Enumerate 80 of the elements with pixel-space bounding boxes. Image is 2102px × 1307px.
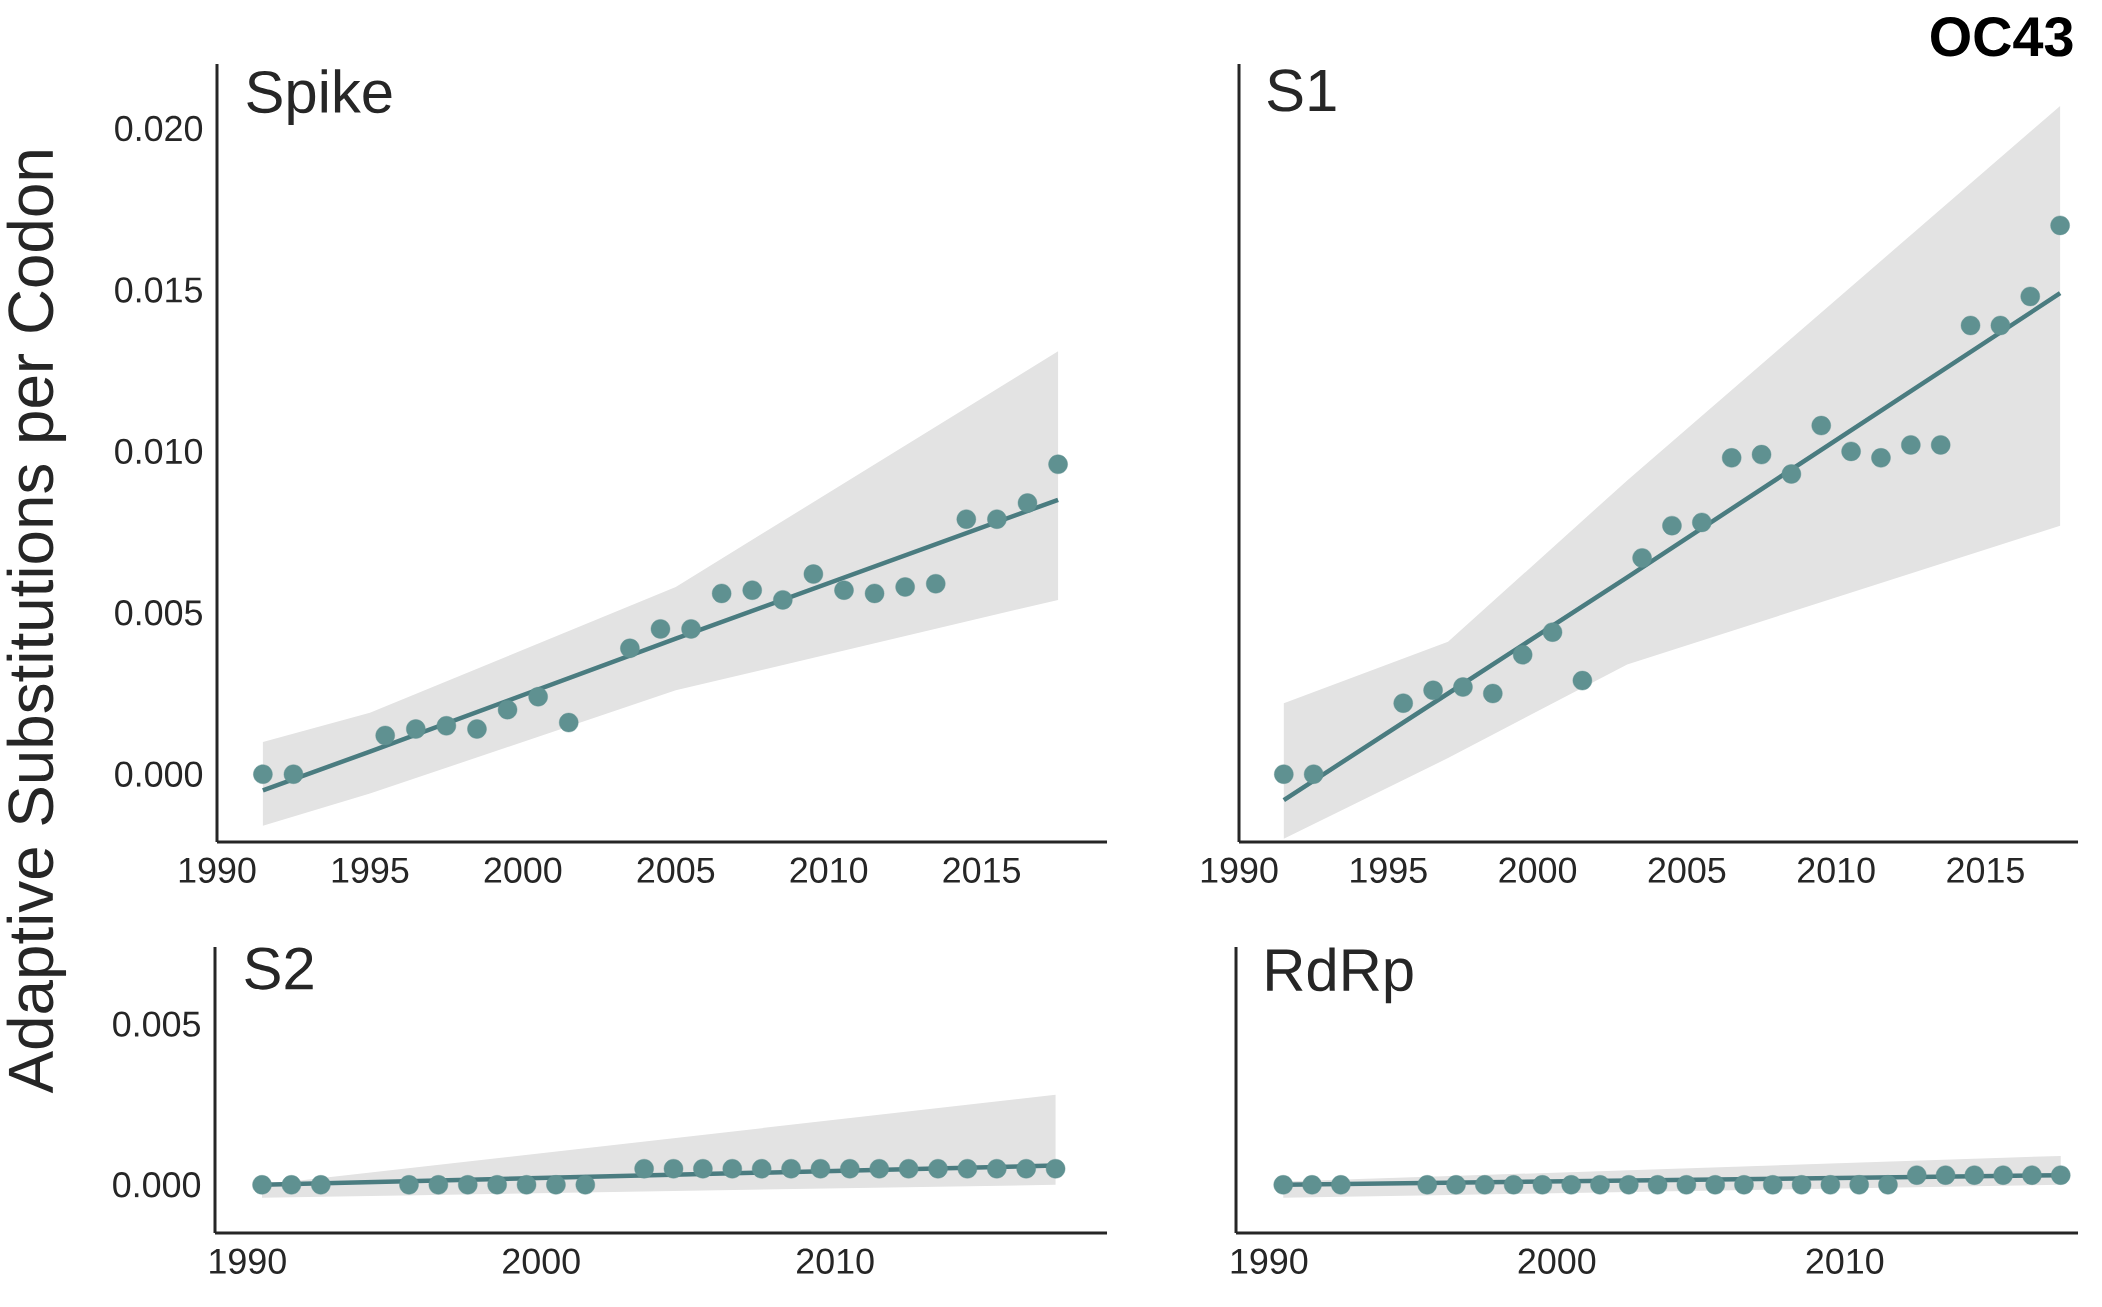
- y-tick-label: 0.015: [115, 277, 202, 303]
- point: [1901, 435, 1921, 455]
- point: [406, 719, 426, 739]
- y-tick-label: 0.000: [115, 761, 203, 787]
- point: [559, 712, 579, 733]
- point: [1483, 683, 1503, 704]
- x-tick-label: 2015: [1947, 857, 2024, 883]
- x-tick-label: 2000: [503, 1248, 580, 1274]
- chart-title: RdRp: [1267, 947, 1413, 1004]
- point: [1721, 448, 1742, 468]
- point: [1662, 515, 1682, 536]
- y-tick-label: 0.020: [115, 115, 203, 142]
- point: [956, 509, 977, 529]
- point: [375, 725, 395, 746]
- y-tick-label: 0.000: [113, 1172, 201, 1198]
- point: [1048, 454, 1068, 474]
- y-tick-label: 0.005: [113, 1011, 200, 1037]
- x-tick-label: 1995: [332, 857, 409, 883]
- point: [895, 577, 915, 597]
- x-tick-label: 2010: [797, 1248, 874, 1274]
- point: [681, 619, 701, 639]
- y-tick-label: 0.010: [115, 438, 203, 465]
- point: [987, 509, 1007, 529]
- point: [773, 590, 793, 610]
- line-series: [260, 497, 1061, 793]
- point: [926, 574, 946, 594]
- point: [1453, 677, 1473, 697]
- point: [1692, 512, 1712, 533]
- x-tick-label: 2010: [1806, 1248, 1884, 1274]
- chart-title: S2: [245, 947, 313, 990]
- point: [1632, 548, 1652, 568]
- point: [1542, 622, 1563, 642]
- y-tick-label: 0.005: [115, 600, 202, 626]
- x-tick-label: 2000: [484, 857, 562, 883]
- x-tick-label: 2000: [1518, 1248, 1596, 1274]
- chart-title: S1: [1267, 69, 1336, 112]
- point: [1512, 645, 1533, 665]
- point: [650, 619, 671, 639]
- x-tick-label: 2010: [1798, 857, 1875, 883]
- x-tick-label: 2005: [1648, 857, 1726, 883]
- x-tick-label: 2015: [943, 857, 1020, 883]
- x-tick-label: 2000: [1499, 857, 1577, 883]
- point: [497, 699, 518, 720]
- point: [1841, 441, 1861, 462]
- point: [1751, 444, 1772, 465]
- x-tick-label: 1990: [210, 1248, 286, 1274]
- x-tick-label: 2005: [637, 857, 715, 883]
- x-tick-label: 1990: [1201, 857, 1278, 883]
- point: [1274, 764, 1294, 784]
- point: [1871, 448, 1891, 468]
- point: [436, 716, 457, 736]
- point: [803, 564, 824, 584]
- x-tick-label: 2010: [790, 857, 868, 883]
- y-axis-title: Adaptive Substitutions per Codon: [6, 151, 67, 1094]
- point: [834, 580, 854, 600]
- chart-title: Spike: [247, 69, 392, 126]
- point: [528, 687, 548, 707]
- point: [1303, 764, 1324, 784]
- point: [1017, 493, 1038, 513]
- point: [1781, 464, 1802, 484]
- x-tick-label: 1990: [179, 857, 256, 883]
- point: [283, 764, 304, 784]
- point: [2020, 286, 2040, 307]
- point: [1930, 435, 1951, 455]
- point: [1423, 680, 1443, 700]
- point: [1811, 415, 1831, 436]
- point: [1960, 315, 1981, 336]
- x-tick-label: 1995: [1351, 857, 1427, 883]
- x-tick-label: 1990: [1231, 1248, 1308, 1274]
- point: [620, 638, 640, 658]
- point: [2050, 215, 2070, 236]
- text: OC43: [1931, 16, 2073, 57]
- point: [1572, 670, 1593, 691]
- point: [864, 583, 885, 604]
- point: [1990, 315, 2011, 336]
- point: [253, 764, 273, 784]
- point: [711, 583, 732, 604]
- point: [742, 580, 762, 600]
- point: [1393, 693, 1413, 713]
- point: [467, 719, 487, 739]
